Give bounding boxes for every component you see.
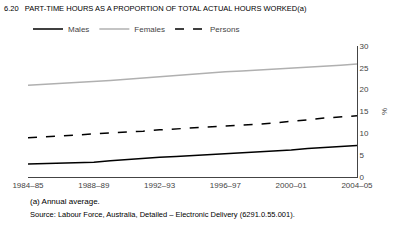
svg-text:6.20 PART-TIME HOURS AS A PR: 6.20 PART-TIME HOURS AS A PROPORTION OF … <box>4 4 307 13</box>
svg-text:15: 15 <box>360 107 369 116</box>
svg-text:10: 10 <box>360 129 369 138</box>
svg-text:1992–93: 1992–93 <box>144 181 176 190</box>
svg-text:5: 5 <box>360 151 365 160</box>
svg-text:2004–05: 2004–05 <box>341 181 373 190</box>
svg-text:%: % <box>380 108 389 115</box>
svg-text:(a) Annual average.: (a) Annual average. <box>30 197 100 206</box>
svg-text:20: 20 <box>360 85 369 94</box>
svg-text:Females: Females <box>134 25 165 34</box>
svg-text:1984–85: 1984–85 <box>12 181 44 190</box>
svg-text:2000–01: 2000–01 <box>276 181 308 190</box>
svg-text:Males: Males <box>68 25 89 34</box>
svg-text:0: 0 <box>360 173 365 182</box>
svg-text:25: 25 <box>360 64 369 73</box>
svg-text:1988–89: 1988–89 <box>78 181 110 190</box>
svg-text:Persons: Persons <box>210 25 239 34</box>
svg-text:Source: Labour Force, Australi: Source: Labour Force, Australia, Detaile… <box>30 210 295 219</box>
svg-text:30: 30 <box>360 42 369 51</box>
svg-text:1996–97: 1996–97 <box>210 181 242 190</box>
